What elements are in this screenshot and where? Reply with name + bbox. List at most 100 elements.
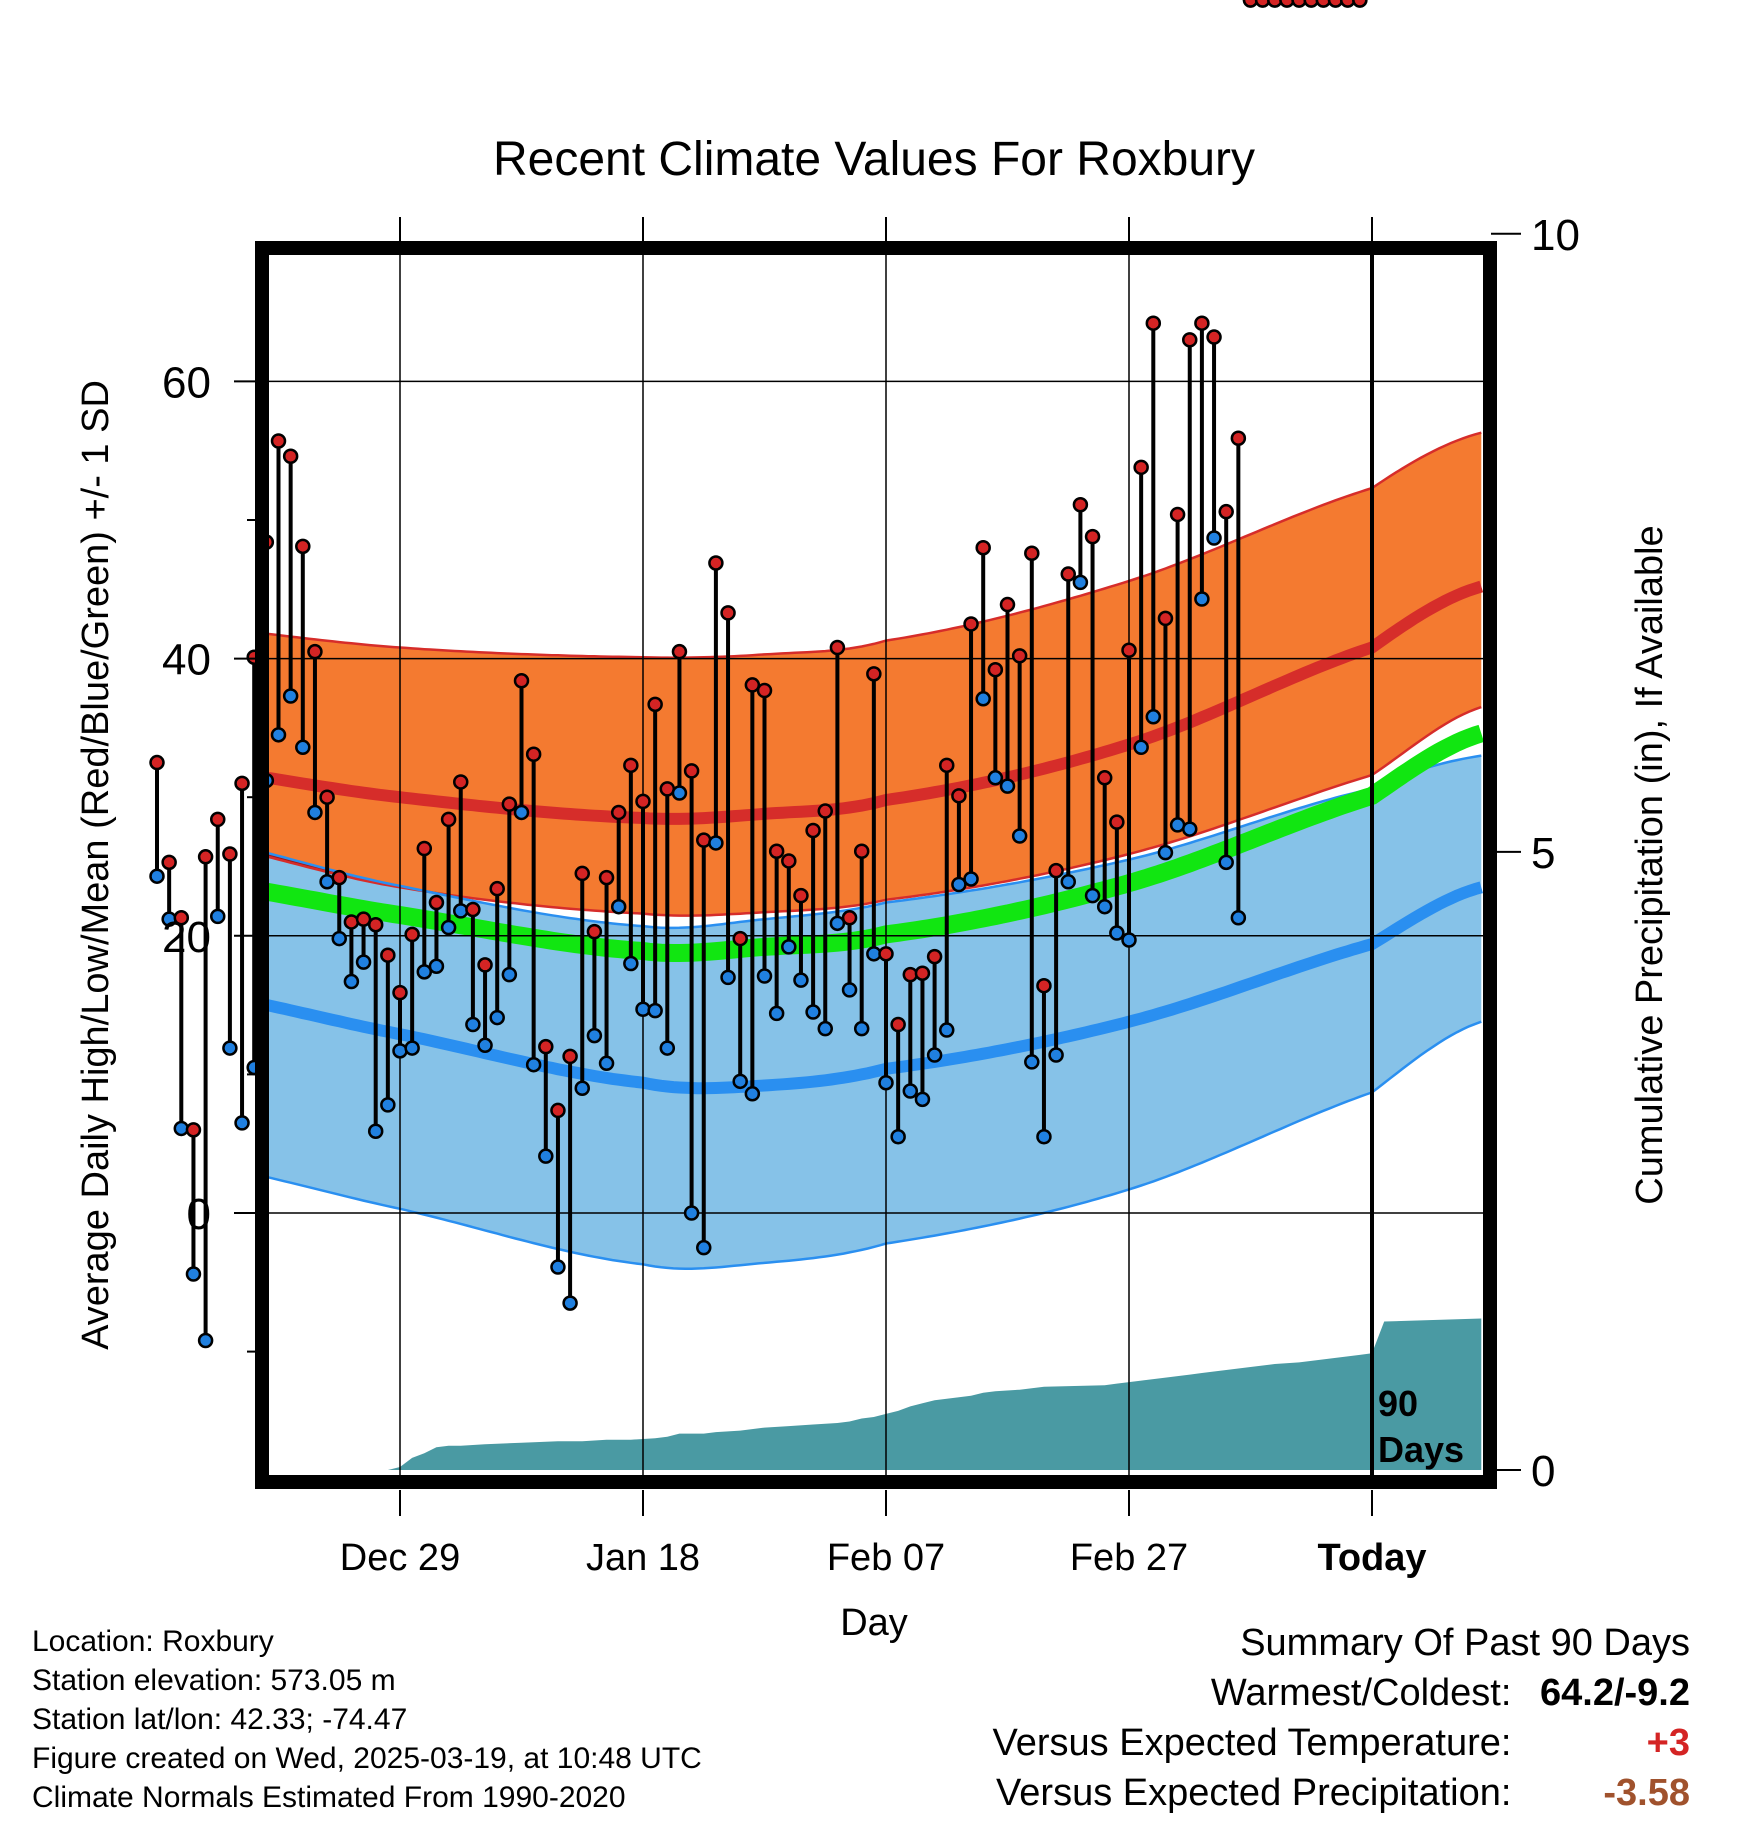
daily-high-point xyxy=(234,775,250,792)
daily-high-point xyxy=(781,853,797,869)
daily-high-point xyxy=(610,804,627,821)
daily-high-point xyxy=(732,930,748,947)
daily-low-point xyxy=(501,966,518,983)
daily-high-point xyxy=(1048,862,1064,879)
warm-cold-value: 64.2/-9.2 xyxy=(1540,1672,1690,1714)
daily-low-point xyxy=(623,955,639,972)
daily-low-point xyxy=(1096,898,1113,915)
daily-high-point xyxy=(1133,459,1149,476)
daily-low-point xyxy=(878,1074,894,1091)
period-label: 90 Days xyxy=(1378,1383,1464,1470)
daily-high-point xyxy=(744,677,761,693)
daily-low-point xyxy=(307,804,323,821)
x-tick-label: Today xyxy=(1317,1537,1426,1579)
y-axis-label-left: Average Daily High/Low/Mean (Red/Blue/Gr… xyxy=(75,380,117,1350)
daily-high-point xyxy=(440,811,457,828)
daily-low-point xyxy=(489,1009,505,1026)
daily-low-point xyxy=(234,1115,250,1131)
daily-high-point xyxy=(343,914,360,930)
daily-high-point xyxy=(866,666,882,682)
daily-high-point xyxy=(987,661,1004,678)
normal-low-line xyxy=(269,881,1483,1095)
daily-low-point xyxy=(367,1123,384,1139)
daily-high-point xyxy=(1011,648,1028,664)
x-tick-label: Jan 18 xyxy=(586,1537,700,1579)
daily-high-point xyxy=(805,822,821,839)
chart-title: Recent Climate Values For Roxbury xyxy=(493,133,1255,186)
daily-low-point xyxy=(1194,591,1210,607)
daily-high-point xyxy=(1169,506,1186,523)
daily-low-point xyxy=(696,1239,712,1256)
daily-low-point xyxy=(440,919,457,936)
daily-high-point xyxy=(513,673,530,689)
daily-high-point xyxy=(1327,0,1344,8)
daily-low-point xyxy=(562,1295,578,1311)
daily-high-point xyxy=(1218,503,1234,520)
daily-high-point xyxy=(1157,610,1174,627)
daily-low-point xyxy=(793,972,809,988)
daily-low-point xyxy=(902,1083,919,1099)
daily-low-point xyxy=(1036,1129,1052,1145)
daily-high-point xyxy=(562,1048,578,1065)
daily-low-point xyxy=(1084,887,1101,904)
daily-low-point xyxy=(197,1332,214,1349)
daily-high-point xyxy=(1060,566,1076,582)
daily-low-point xyxy=(185,1266,202,1282)
daily-high-point xyxy=(963,616,979,632)
daily-high-point xyxy=(173,910,190,926)
daily-low-point xyxy=(513,804,530,821)
daily-low-point xyxy=(1121,932,1137,948)
daily-high-point xyxy=(817,803,833,819)
daily-low-point xyxy=(975,691,991,707)
daily-high-point xyxy=(647,696,663,713)
daily-high-point xyxy=(538,1038,554,1055)
daily-high-point xyxy=(951,788,967,804)
daily-low-point xyxy=(538,1148,554,1164)
daily-low-point xyxy=(999,778,1016,794)
daily-high-point xyxy=(1315,0,1332,8)
daily-high-point xyxy=(1182,332,1198,348)
daily-high-point xyxy=(149,754,165,771)
daily-high-point xyxy=(623,757,639,774)
daily-high-point xyxy=(270,433,287,449)
x-tick-label: Feb 07 xyxy=(827,1537,945,1579)
y-tick-label: 40 xyxy=(162,636,211,685)
daily-low-point xyxy=(1145,709,1162,725)
daily-low-point xyxy=(963,871,979,887)
daily-high-point xyxy=(768,843,785,860)
daily-high-point xyxy=(1242,0,1259,8)
daily-low-point xyxy=(987,770,1004,786)
daily-high-point xyxy=(1145,315,1162,331)
daily-low-point xyxy=(355,954,372,970)
daily-low-point xyxy=(1109,925,1125,941)
warm-cold-label: Warmest/Coldest: xyxy=(1210,1672,1512,1714)
daily-high-point xyxy=(1084,528,1101,545)
daily-high-point xyxy=(720,605,736,621)
daily-high-point xyxy=(756,682,773,699)
daily-high-point xyxy=(1254,0,1271,8)
daily-high-point xyxy=(1303,0,1319,8)
daily-low-point xyxy=(465,1016,481,1033)
daily-high-point xyxy=(1072,497,1089,513)
daily-low-point xyxy=(477,1037,493,1054)
precip-value: -3.58 xyxy=(1603,1772,1690,1814)
daily-high-point xyxy=(501,796,518,812)
daily-high-point xyxy=(477,957,493,973)
daily-low-point xyxy=(1206,530,1222,546)
daily-high-point xyxy=(331,869,347,886)
daily-low-point xyxy=(1024,1054,1040,1070)
daily-high-point xyxy=(367,916,384,933)
precip-area-fill xyxy=(269,1318,1482,1470)
daily-low-point xyxy=(1072,574,1089,591)
y-axis-label-right: Cumulative Precipitation (in), If Availa… xyxy=(1629,525,1671,1204)
daily-high-point xyxy=(1194,315,1210,331)
daily-high-point xyxy=(926,948,943,965)
precip-label: Versus Expected Precipitation: xyxy=(996,1772,1512,1814)
daily-low-point xyxy=(380,1097,396,1113)
daily-low-point xyxy=(1157,844,1174,861)
daily-low-point xyxy=(708,835,724,851)
daily-high-point xyxy=(671,643,688,660)
daily-high-point xyxy=(1109,814,1125,830)
daily-high-point xyxy=(1036,977,1052,994)
